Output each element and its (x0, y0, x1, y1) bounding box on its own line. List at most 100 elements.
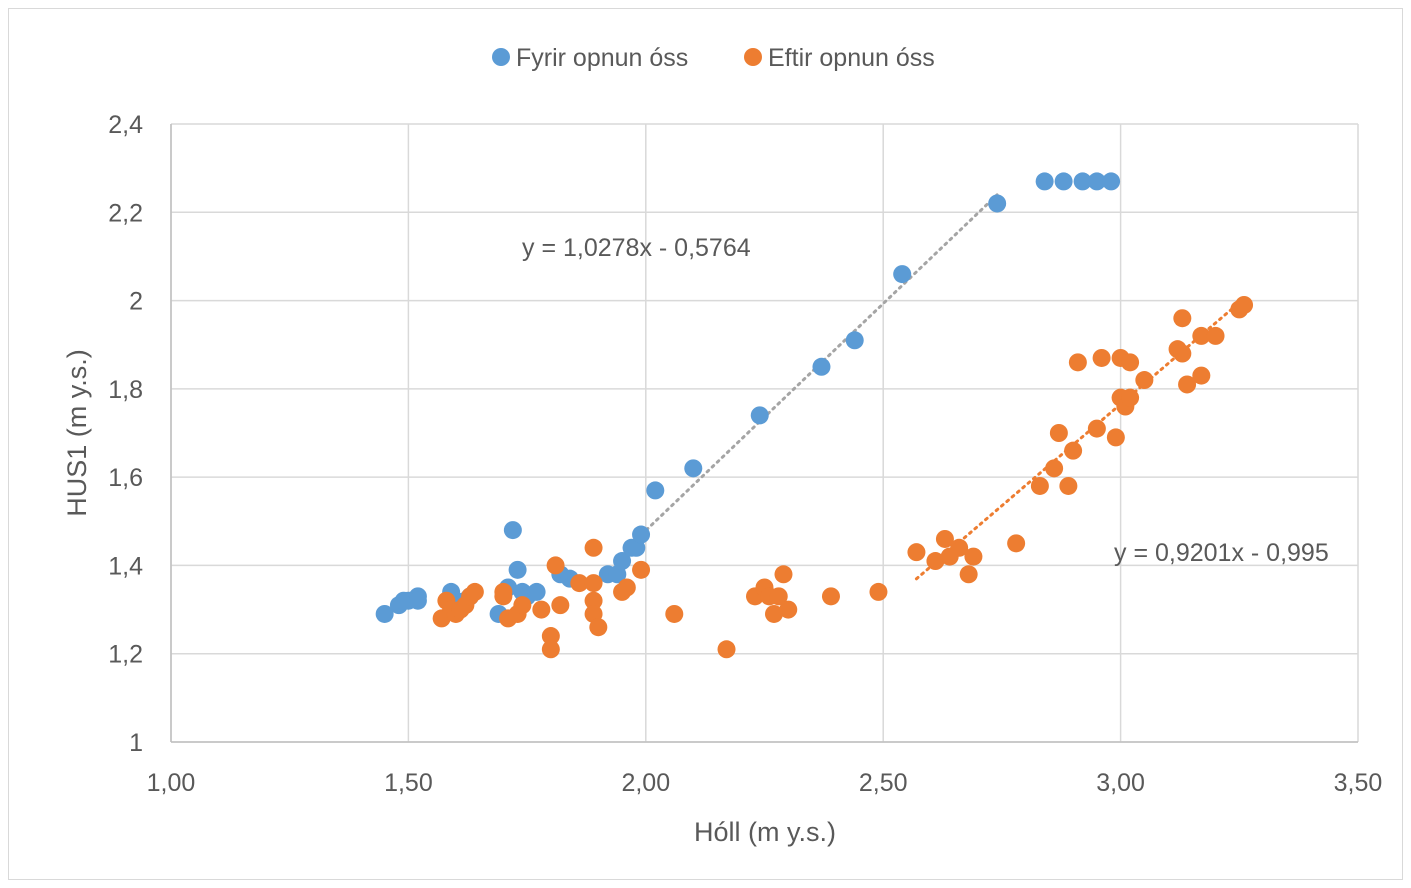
data-point (584, 591, 603, 610)
data-point (1192, 326, 1211, 345)
data-point (988, 194, 1007, 213)
x-tick-label: 1,00 (147, 769, 196, 797)
data-point (1106, 428, 1125, 447)
data-point (869, 582, 888, 601)
data-point (1087, 172, 1106, 191)
chart-frame (8, 8, 1403, 880)
legend-label-eftir: Eftir opnun óss (768, 44, 935, 72)
trendlines (634, 193, 1246, 581)
legend-marker-eftir (744, 48, 762, 66)
data-point (546, 556, 565, 575)
data-point (893, 265, 912, 284)
data-point (907, 543, 926, 562)
data-point (1178, 375, 1197, 394)
data-point (1049, 424, 1068, 442)
data-point (541, 627, 560, 646)
trendline-eftir (914, 297, 1246, 581)
data-point (375, 604, 394, 623)
trendline-equation-fyrir: y = 1,0278x - 0,5764 (522, 234, 751, 262)
data-point (1121, 388, 1140, 407)
data-point (1030, 476, 1049, 495)
data-point (769, 587, 788, 606)
data-point (1054, 172, 1073, 191)
data-point (1035, 172, 1054, 191)
data-point (779, 600, 798, 619)
trendline-fyrir (634, 193, 999, 542)
data-point (1068, 353, 1087, 372)
y-tick-label: 2,4 (108, 111, 143, 139)
data-point (1235, 295, 1254, 314)
data-point (1121, 353, 1140, 372)
data-point (646, 481, 665, 500)
data-point (527, 582, 546, 601)
y-tick-label: 1,2 (108, 641, 143, 669)
y-tick-label: 1 (129, 729, 143, 757)
data-point (503, 521, 522, 540)
data-point (1135, 371, 1154, 390)
data-point (632, 525, 651, 544)
data-point (750, 406, 769, 425)
data-point (1059, 476, 1078, 495)
data-point (964, 547, 983, 566)
data-point (513, 596, 532, 615)
data-point (959, 565, 978, 584)
data-point (584, 574, 603, 593)
data-point (617, 578, 636, 597)
data-point (408, 591, 427, 610)
x-tick-label: 2,50 (859, 769, 908, 797)
data-point (613, 552, 632, 571)
data-point (845, 331, 864, 350)
x-tick-label: 3,50 (1334, 769, 1383, 797)
x-tick-label: 1,50 (384, 769, 433, 797)
y-axis-title: HUS1 (m y.s.) (62, 349, 92, 517)
series-eftir-points (432, 295, 1254, 659)
data-point (950, 538, 969, 557)
data-point (935, 529, 954, 548)
data-point (551, 596, 570, 615)
y-tick-label: 2,2 (108, 199, 143, 227)
y-tick-label: 1,4 (108, 552, 143, 580)
data-points (375, 172, 1254, 659)
data-point (764, 604, 783, 623)
data-point (812, 357, 831, 376)
y-tick-label: 1,8 (108, 376, 143, 404)
legend-marker-fyrir (492, 48, 510, 66)
data-point (589, 618, 608, 637)
x-tick-label: 2,00 (621, 769, 670, 797)
gridlines (170, 123, 1359, 743)
legend-label-fyrir: Fyrir opnun óss (516, 44, 688, 72)
y-tick-label: 2 (129, 288, 143, 316)
data-point (665, 604, 684, 623)
y-tick-label: 1,6 (108, 464, 143, 492)
data-point (584, 538, 603, 557)
data-point (1092, 348, 1111, 367)
data-point (717, 640, 736, 659)
data-point (1173, 344, 1192, 363)
data-point (926, 552, 945, 571)
data-point (465, 582, 484, 601)
data-point (570, 574, 589, 593)
legend: Fyrir opnun óss Eftir opnun óss (492, 44, 935, 72)
trendline-equation-eftir: y = 0,9201x - 0,995 (1114, 539, 1329, 567)
data-point (821, 587, 840, 606)
data-point (541, 640, 560, 659)
data-point (1087, 419, 1106, 438)
data-point (1102, 172, 1121, 191)
x-tick-label: 3,00 (1096, 769, 1145, 797)
data-point (1064, 441, 1083, 460)
data-point (774, 565, 793, 584)
data-point (684, 459, 703, 478)
data-point (508, 560, 527, 579)
plot-area-border (170, 124, 1358, 743)
data-point (532, 600, 551, 619)
data-point (1173, 309, 1192, 328)
data-point (1192, 366, 1211, 385)
data-point (1007, 534, 1026, 553)
y-axis-ticks: 1 1,2 1,4 1,6 1,8 2 2,2 2,4 (108, 111, 143, 757)
data-point (632, 560, 651, 579)
data-point (1045, 459, 1064, 478)
x-axis-ticks: 1,00 1,50 2,00 2,50 3,00 3,50 (147, 769, 1383, 797)
data-point (1073, 172, 1092, 191)
data-point (494, 587, 513, 606)
